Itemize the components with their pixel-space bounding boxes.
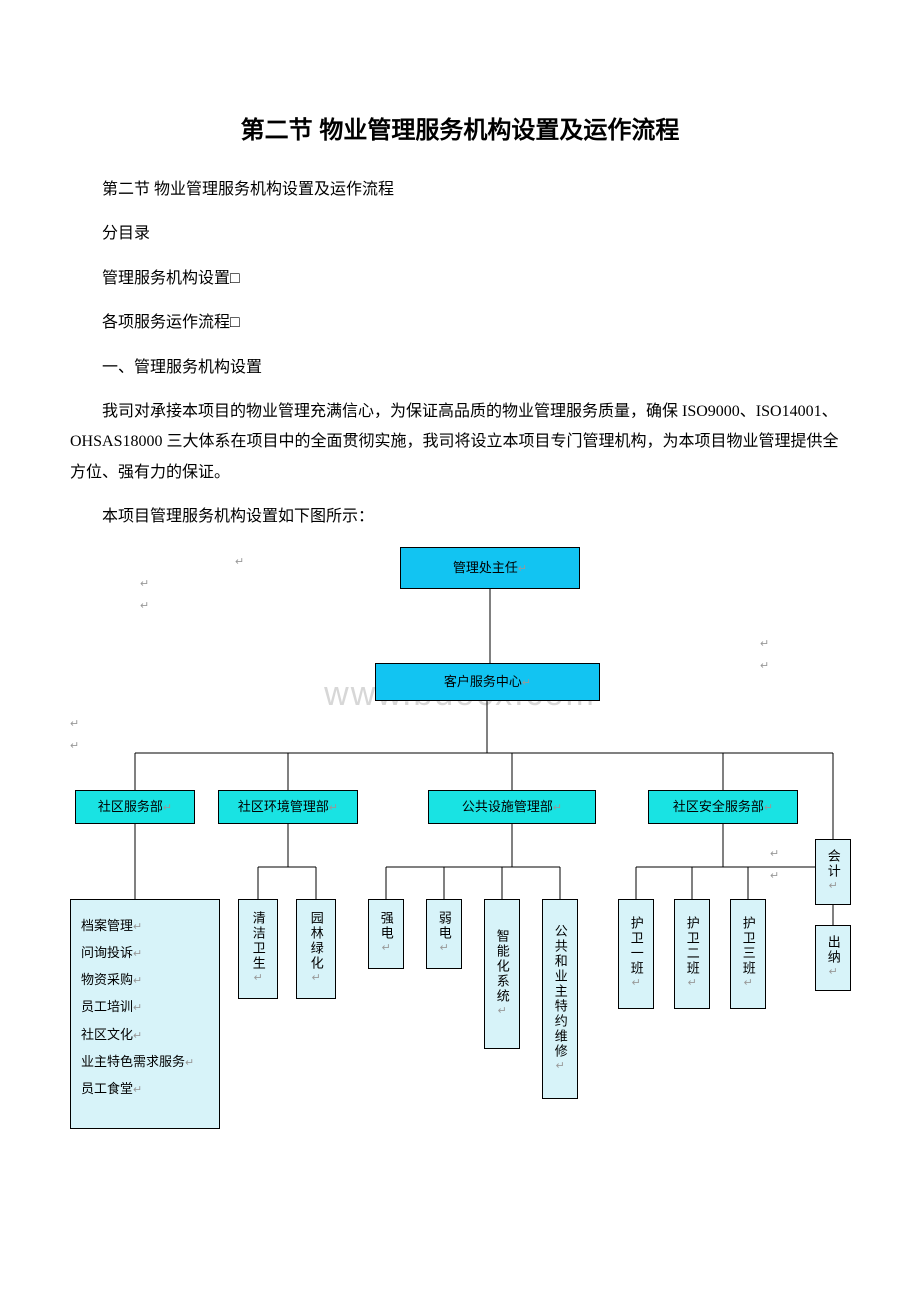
org-node: 客户服务中心↵: [375, 663, 600, 701]
org-node: 护卫一班↵: [618, 899, 654, 1009]
org-node: 清洁卫生↵: [238, 899, 278, 999]
org-node: 会计↵: [815, 839, 851, 905]
org-node: 园林绿化↵: [296, 899, 336, 999]
stray-mark: ↵: [70, 739, 79, 752]
org-node: 公共和业主特约维修↵: [542, 899, 578, 1099]
stray-mark: ↵: [760, 659, 769, 672]
paragraph: 一、管理服务机构设置: [70, 353, 850, 383]
org-node: 社区服务部↵: [75, 790, 195, 824]
stray-mark: ↵: [140, 577, 149, 590]
document-page: 第二节 物业管理服务机构设置及运作流程 第二节 物业管理服务机构设置及运作流程 …: [0, 0, 920, 1207]
stray-mark: ↵: [770, 847, 779, 860]
stray-mark: ↵: [760, 637, 769, 650]
org-node-service-list: 档案管理↵问询投诉↵物资采购↵员工培训↵社区文化↵业主特色需求服务↵员工食堂↵: [70, 899, 220, 1129]
stray-mark: ↵: [70, 717, 79, 730]
org-node: 社区环境管理部↵: [218, 790, 358, 824]
org-node: 强电↵: [368, 899, 404, 969]
org-node: 弱电↵: [426, 899, 462, 969]
org-node: 管理处主任↵: [400, 547, 580, 589]
paragraph: 第二节 物业管理服务机构设置及运作流程: [70, 175, 850, 205]
stray-mark: ↵: [770, 869, 779, 882]
org-node: 护卫二班↵: [674, 899, 710, 1009]
stray-mark: ↵: [140, 599, 149, 612]
org-node: 智能化系统↵: [484, 899, 520, 1049]
paragraph: 我司对承接本项目的物业管理充满信心，为保证高品质的物业管理服务质量，确保 ISO…: [70, 397, 850, 488]
org-node: 护卫三班↵: [730, 899, 766, 1009]
paragraph: 管理服务机构设置□: [70, 264, 850, 294]
paragraph: 分目录: [70, 219, 850, 249]
paragraph: 各项服务运作流程□: [70, 308, 850, 338]
org-node: 公共设施管理部↵: [428, 790, 596, 824]
page-title: 第二节 物业管理服务机构设置及运作流程: [70, 110, 850, 145]
org-chart: www.bdocx.com 管理处主任↵客户服务中心↵社区服务部↵社区环境管理部…: [70, 547, 850, 1167]
stray-mark: ↵: [235, 555, 244, 568]
org-node: 出纳↵: [815, 925, 851, 991]
org-node: 社区安全服务部↵: [648, 790, 798, 824]
paragraph: 本项目管理服务机构设置如下图所示：: [70, 502, 850, 532]
